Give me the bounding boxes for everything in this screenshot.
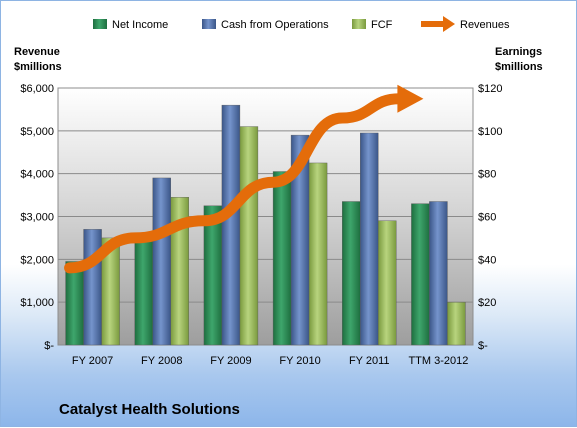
category-label: FY 2011 [349,355,390,367]
category-label: TTM 3-2012 [408,355,468,367]
category-labels: FY 2007 FY 2008 FY 2009 FY 2010 FY 2011 TTM 3… [72,355,468,367]
bars [65,104,466,346]
legend-swatch-cash-from-operations [202,19,216,29]
right-axis-ticks: $- $20 $40 $60 $80 $100 $120 [478,83,502,352]
revenue-arrow-head [397,84,424,113]
legend-arrowhead-revenues [443,16,455,32]
category-label: FY 2008 [141,355,182,367]
right-tick-label: $40 [478,254,496,266]
bar-net-income [134,237,153,346]
chart-title: Catalyst Health Solutions [59,401,240,418]
bar-net-income [342,201,361,346]
right-tick-label: $- [478,340,488,352]
bar-net-income [272,171,292,346]
left-tick-label: $2,000 [20,254,54,266]
right-axis-label-line2: $millions [495,61,543,73]
gridlines [58,130,473,303]
bar-net-income [411,203,430,346]
legend-label-cash-from-operations: Cash from Operations [221,19,329,31]
bar-fcf [378,220,397,346]
right-tick-label: $20 [478,297,496,309]
revenue-arrow [64,84,424,274]
left-axis-ticks: $- $1,000 $2,000 $3,000 $4,000 $5,000 $6,000 [20,83,54,352]
right-tick-label: $60 [478,212,496,224]
bar-fcf [170,197,189,346]
right-tick-label: $80 [478,169,496,181]
bar-net-income [65,261,84,346]
legend: Net Income Cash from Operations FCF Reve… [93,16,510,32]
right-tick-label: $120 [478,83,502,95]
left-tick-label: $3,000 [20,212,54,224]
bar-cash-from-operations [83,229,102,346]
category-label: FY 2010 [279,355,320,367]
bar-cash-from-operations [221,104,241,346]
legend-label-revenues: Revenues [460,19,510,31]
legend-label-net-income: Net Income [112,19,168,31]
left-axis-label-line1: Revenue [14,46,60,58]
left-tick-label: $6,000 [20,83,54,95]
bar-fcf [101,237,120,346]
legend-label-fcf: FCF [371,19,393,31]
right-axis-label-line1: Earnings [495,46,542,58]
bar-net-income [203,205,223,346]
left-tick-label: $1,000 [20,297,54,309]
legend-swatch-net-income [93,19,107,29]
bar-cash-from-operations [152,177,171,346]
bar-fcf [308,162,328,346]
bar-cash-from-operations [360,132,379,346]
legend-swatch-fcf [352,19,366,29]
bar-fcf [239,126,259,346]
left-tick-label: $5,000 [20,126,54,138]
category-label: FY 2009 [210,355,251,367]
left-axis-label-line2: $millions [14,61,62,73]
bar-fcf [447,301,466,346]
category-label: FY 2007 [72,355,113,367]
bar-cash-from-operations [429,201,448,346]
left-tick-label: $4,000 [20,169,54,181]
revenue-arrow-shaft [64,93,405,274]
right-tick-label: $100 [478,126,502,138]
left-tick-label: $- [44,340,54,352]
